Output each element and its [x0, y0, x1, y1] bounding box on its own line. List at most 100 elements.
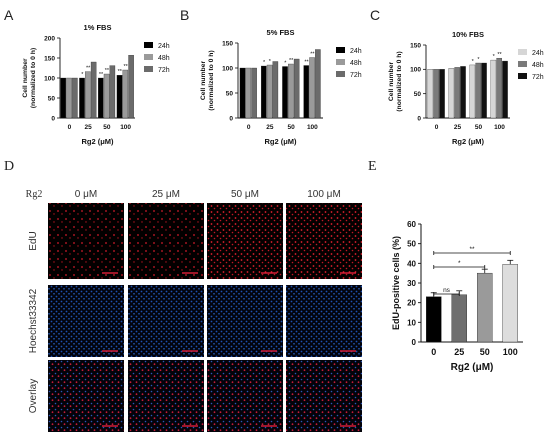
x-tick-label: 50: [103, 124, 111, 131]
significance-mark: **: [105, 68, 110, 74]
significance-mark: **: [99, 72, 104, 78]
y-tick-label: 100: [44, 75, 55, 82]
legend-swatch-72h: [518, 73, 527, 79]
bar-72h: [502, 60, 508, 119]
y-tick-label: 0: [51, 115, 55, 122]
legend-swatch-24h: [144, 42, 153, 48]
bar-72h: [439, 69, 445, 119]
y-tick-label: 150: [222, 40, 233, 47]
y-axis-label-units: (normalized to 0 h): [30, 48, 37, 108]
y-tick-label: 10: [407, 318, 416, 327]
bar-72h: [272, 61, 279, 119]
y-axis-label: Cell number: [22, 58, 29, 98]
legend-label-24h: 24h: [350, 48, 362, 55]
x-tick-label: 50: [480, 347, 490, 357]
micrograph-image: [128, 203, 204, 279]
y-tick-label: 50: [48, 95, 56, 102]
significance-label: *: [458, 260, 461, 267]
significance-mark: *: [477, 57, 480, 63]
bar-72h: [109, 65, 116, 119]
bar-72h: [90, 61, 97, 119]
channel-label: EdU: [28, 231, 39, 250]
legend-label-48h: 48h: [532, 62, 544, 69]
bar: [426, 296, 442, 343]
micrograph-image: [207, 360, 283, 432]
channel-label: Overlay: [28, 379, 39, 413]
significance-mark: **: [118, 69, 123, 75]
y-tick-label: 50: [414, 91, 422, 98]
micrograph-image: [286, 360, 362, 432]
significance-label: ns: [443, 287, 451, 294]
legend-label-24h: 24h: [158, 43, 170, 50]
micrograph-image: [207, 285, 283, 357]
significance-mark: *: [472, 59, 475, 65]
bar: [502, 264, 518, 343]
micrograph-image: [128, 360, 204, 432]
bar-24h: [239, 67, 246, 119]
x-tick-label: 50: [288, 124, 296, 131]
significance-mark: *: [269, 59, 272, 65]
y-tick-label: 0: [412, 338, 417, 347]
y-axis-label: Cell number: [200, 61, 207, 101]
x-tick-label: 100: [120, 124, 131, 131]
chart-title: 5% FBS: [267, 28, 295, 37]
bar-72h: [315, 49, 321, 119]
channel-label: Hoechst33342: [28, 288, 39, 353]
y-tick-label: 200: [44, 35, 55, 42]
bar-24h: [98, 77, 104, 119]
bar-48h: [85, 71, 91, 119]
micrograph-image: [128, 285, 204, 357]
bar-24h: [490, 59, 497, 119]
micrograph-image: [207, 203, 283, 279]
x-tick-label: 0: [68, 124, 72, 131]
bar-48h: [288, 63, 294, 119]
legend-label-24h: 24h: [532, 50, 544, 57]
legend-swatch-48h: [144, 54, 153, 60]
bar-chart-10pct-fbs: 10% FBS 0 50 100 150 Cell number (normalized t…: [388, 30, 544, 146]
concentration-label: 100 μM: [307, 189, 341, 200]
bar-24h: [469, 64, 476, 119]
y-tick-label: 150: [410, 42, 421, 49]
y-axis-label-units: (normalized to 0 h): [208, 50, 215, 110]
significance-mark: *: [81, 72, 84, 78]
y-tick-label: 40: [407, 259, 416, 268]
y-axis-label: Cell number: [388, 62, 395, 102]
panel-letter-b: B: [180, 7, 189, 23]
micrograph-image: [48, 360, 124, 432]
micrograph-image: [48, 203, 124, 279]
y-tick-label: 100: [222, 65, 233, 72]
chart-title: 10% FBS: [452, 30, 484, 39]
bar-48h: [433, 69, 439, 119]
significance-mark: **: [497, 52, 502, 58]
bar-72h: [251, 67, 257, 119]
bar-24h: [60, 77, 67, 119]
concentration-label: 25 μM: [152, 189, 180, 200]
x-tick-label: 50: [475, 124, 483, 131]
x-tick-label: 0: [435, 124, 439, 131]
y-tick-label: 0: [417, 115, 421, 122]
bar-48h: [103, 73, 110, 119]
x-tick-label: 0: [247, 124, 251, 131]
y-tick-label: 100: [410, 67, 421, 74]
micrograph-image: [286, 285, 362, 357]
bar-48h: [309, 57, 315, 119]
y-tick-label: 0: [229, 115, 233, 122]
bar-24h: [303, 65, 310, 119]
concentration-label: 50 μM: [231, 189, 259, 200]
x-tick-label: 25: [454, 347, 464, 357]
y-tick-label: 20: [407, 299, 416, 308]
x-tick-label: 100: [307, 124, 318, 131]
bar-chart-5pct-fbs: 5% FBS 0 50 100 150 Cell number (normalized to…: [200, 28, 362, 146]
bar-48h: [496, 57, 502, 119]
significance-mark: **: [304, 60, 309, 66]
x-tick-label: 25: [266, 124, 274, 131]
legend-swatch-72h: [336, 71, 345, 77]
bar-72h: [481, 62, 487, 119]
bar-48h: [66, 77, 72, 119]
y-axis-label-units: (normalized to 0 h): [396, 51, 403, 111]
bar-72h: [128, 55, 134, 119]
legend-swatch-72h: [144, 66, 153, 72]
bar-48h: [245, 67, 252, 119]
x-tick-label: 25: [85, 124, 93, 131]
